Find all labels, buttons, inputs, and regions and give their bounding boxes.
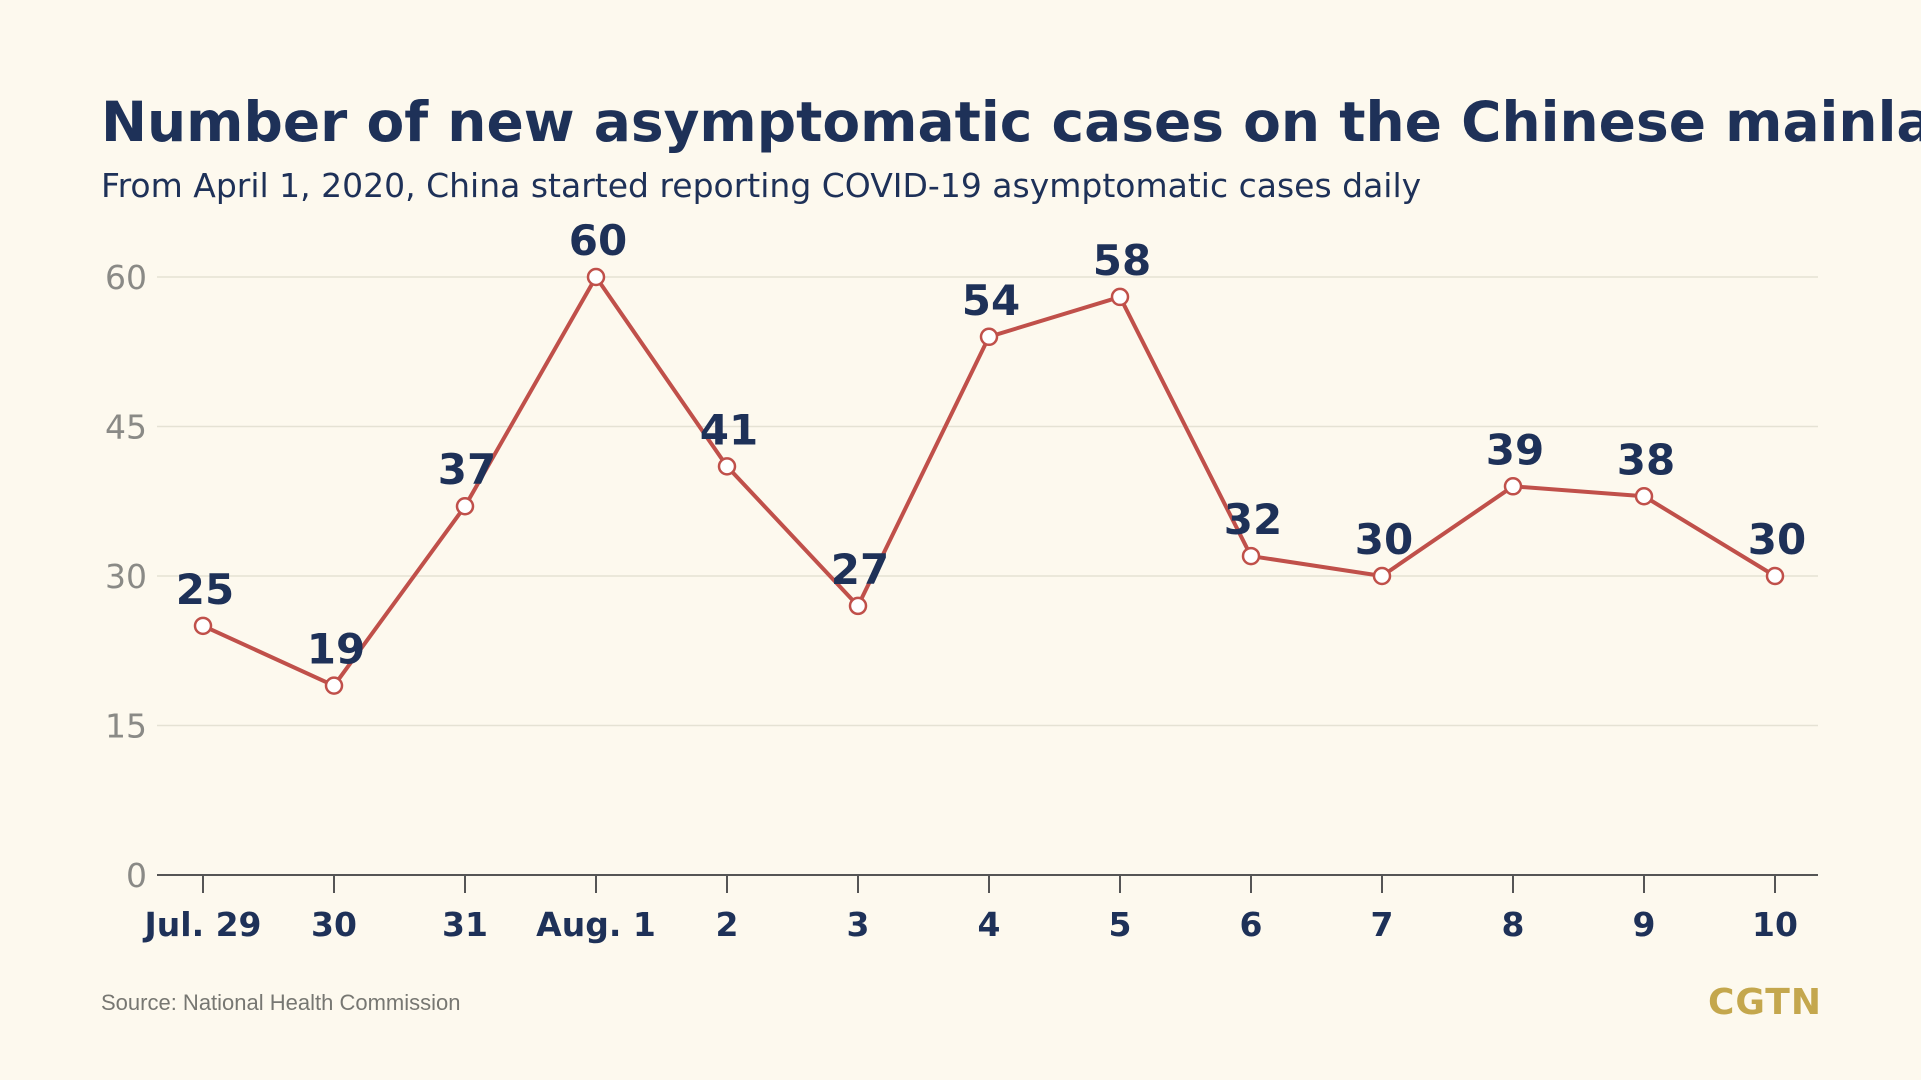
data-point (193, 616, 213, 636)
data-point (717, 457, 737, 476)
data-points (193, 267, 1785, 695)
chart-subtitle: From April 1, 2020, China started report… (101, 166, 1422, 205)
data-label: 32 (1224, 495, 1282, 544)
data-point (848, 596, 868, 616)
y-tick-label: 30 (105, 557, 147, 596)
x-tick-label: 30 (311, 905, 357, 944)
data-point (1503, 477, 1523, 496)
data-point (1110, 287, 1130, 307)
data-label: 37 (438, 445, 496, 494)
x-tick-label: 10 (1752, 905, 1798, 944)
data-label: 30 (1355, 515, 1413, 564)
data-point (586, 267, 606, 287)
chart-title: Number of new asymptomatic cases on the … (101, 90, 1921, 154)
data-label: 38 (1617, 435, 1675, 484)
source-note: Source: National Health Commission (101, 990, 461, 1015)
data-label: 30 (1748, 515, 1806, 564)
data-point (1765, 566, 1785, 586)
x-tick-label: 3 (847, 905, 870, 944)
gridlines (157, 276, 1818, 727)
x-tick-label: Aug. 1 (536, 905, 656, 944)
data-point (1241, 546, 1261, 566)
y-tick-label: 0 (126, 856, 147, 895)
data-label: 27 (831, 545, 889, 594)
x-tick-label: 5 (1109, 905, 1132, 944)
data-point (1634, 487, 1654, 506)
y-tick-label: 60 (105, 258, 147, 297)
data-label: 58 (1093, 236, 1151, 285)
data-label: 54 (962, 276, 1020, 325)
y-axis-ticks: 0 15 30 45 60 (105, 258, 147, 895)
data-label: 19 (307, 625, 365, 674)
data-label: 41 (700, 405, 758, 454)
x-tick-label: 31 (442, 905, 488, 944)
data-label: 60 (569, 216, 627, 265)
x-axis-ticks: Jul. 29 30 31 Aug. 1 2 3 4 5 6 7 8 9 10 (142, 875, 1798, 944)
y-tick-label: 45 (105, 408, 147, 447)
x-tick-label: 4 (978, 905, 1001, 944)
x-tick-label: Jul. 29 (142, 905, 261, 944)
data-labels: 25 19 37 60 41 27 54 58 32 30 39 38 30 (176, 216, 1806, 674)
data-label: 39 (1486, 425, 1544, 474)
data-point (1372, 566, 1392, 586)
data-label: 25 (176, 565, 234, 614)
x-tick-label: 8 (1502, 905, 1525, 944)
x-tick-label: 2 (716, 905, 739, 944)
data-point (324, 676, 344, 695)
cgtn-logo: CGTN (1707, 982, 1822, 1023)
data-point (455, 496, 475, 516)
x-tick-label: 6 (1240, 905, 1263, 944)
y-tick-label: 15 (105, 707, 147, 746)
x-tick-label: 9 (1633, 905, 1656, 944)
x-tick-label: 7 (1371, 905, 1394, 944)
data-point (979, 327, 999, 347)
